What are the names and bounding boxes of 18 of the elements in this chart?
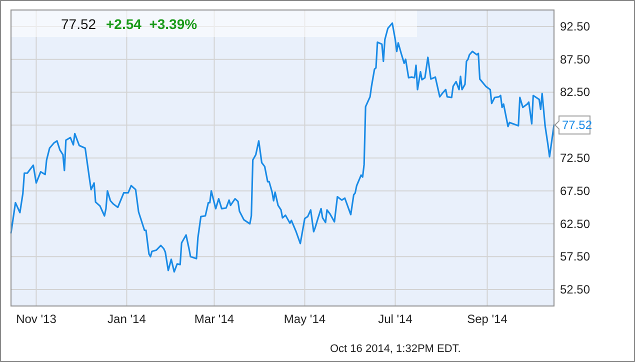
chart-subtitle: +2.54 +3.39% — [106, 16, 198, 32]
x-tick-label: Mar '14 — [194, 312, 234, 326]
y-tick-label: 72.50 — [560, 151, 590, 165]
y-tick-label: 62.50 — [560, 216, 590, 231]
x-tick-label: Nov '13 — [16, 312, 57, 326]
x-tick-label: May '14 — [284, 312, 326, 326]
y-tick-label: 82.50 — [560, 85, 590, 100]
text: Oct 16 2014, 1:32PM EDT. — [330, 343, 461, 355]
y-tick-label: 87.50 — [560, 52, 590, 66]
y-tick-label: 67.50 — [560, 184, 590, 198]
annotation: 77.52 — [562, 118, 592, 132]
y-tick-label: 52.50 — [560, 282, 590, 297]
x-tick-label: Sep '14 — [467, 312, 508, 326]
y-tick-label: 57.50 — [560, 250, 590, 264]
y-tick-label: 92.50 — [560, 19, 590, 34]
chart-title: 77.52 — [61, 16, 96, 32]
x-tick-label: Jul '14 — [378, 312, 413, 326]
x-tick-label: Jan '14 — [108, 312, 146, 326]
